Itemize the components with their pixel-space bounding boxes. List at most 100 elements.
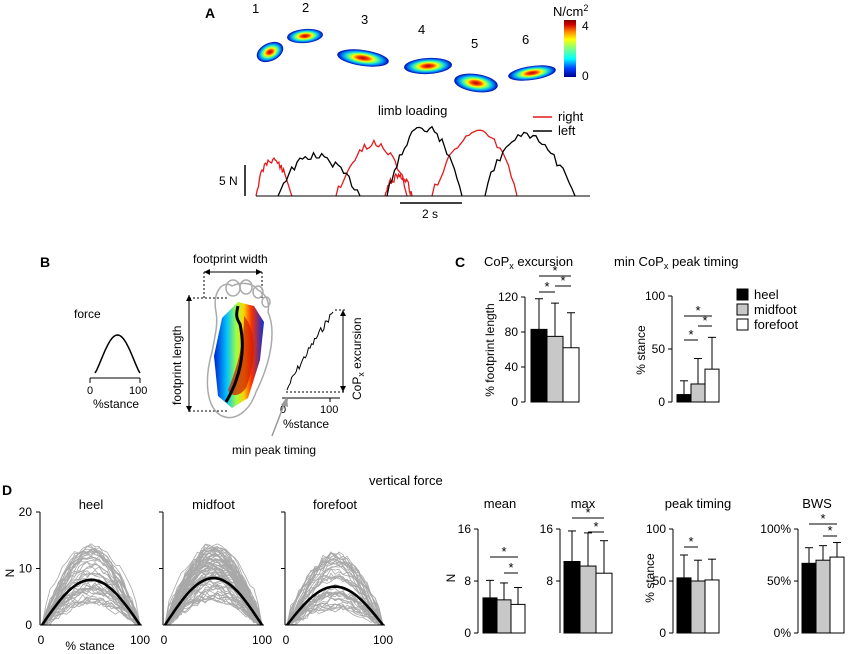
- y-tick-label: 50: [652, 342, 666, 356]
- force-scale-label: 5 N: [219, 174, 238, 188]
- step-number-3: 3: [361, 12, 368, 27]
- legend-midfoot-label: midfoot: [754, 302, 797, 317]
- limb-loading-title: limb loading: [378, 103, 447, 118]
- left-limb-trace-2: [386, 125, 463, 197]
- y-tick-label: 50%: [767, 574, 791, 588]
- bar-midfoot: [546, 335, 564, 403]
- footprint-heatmaps: [256, 28, 556, 93]
- cop-trajectory: [224, 305, 244, 403]
- toe-outline-4: [261, 296, 271, 308]
- single-trace: [286, 551, 384, 626]
- legend-right-label: right: [558, 109, 584, 124]
- single-trace: [164, 597, 263, 626]
- bar-heel: [563, 561, 581, 634]
- bar-legend: heel midfoot forefoot: [736, 287, 798, 332]
- legend-forefoot-swatch: [736, 318, 749, 331]
- bar-midfoot: [690, 580, 706, 634]
- single-trace: [286, 552, 384, 626]
- footprint-1: [256, 41, 284, 63]
- single-trace: [41, 546, 141, 626]
- copx-curve: [286, 311, 334, 391]
- panel-d-label: D: [2, 482, 12, 498]
- bar-forefoot: [595, 572, 613, 634]
- toe-outline-2: [239, 279, 253, 295]
- trace-panel-title-midfoot: midfoot: [192, 497, 235, 512]
- limb-loading-traces: [255, 125, 576, 197]
- single-trace: [41, 550, 141, 626]
- copx-axis-max: 100: [320, 404, 338, 416]
- chart-title: mean: [484, 496, 517, 511]
- left-limb-trace-1: [277, 151, 361, 197]
- excursion-label: CoPx excursion: [350, 317, 366, 400]
- bar-forefoot: [562, 347, 580, 403]
- legend-left-label: left: [558, 123, 576, 138]
- trace-panel-title-heel: heel: [79, 497, 104, 512]
- bar-heel: [676, 577, 692, 634]
- bar-midfoot: [579, 565, 597, 634]
- colorbar-min: 0: [582, 69, 589, 83]
- colorbar-unit: N/cm2: [553, 3, 588, 19]
- single-trace: [286, 603, 384, 626]
- y-tick-label: 16: [458, 522, 472, 536]
- footprint-pressure-map: [214, 302, 264, 408]
- single-trace: [41, 557, 141, 626]
- single-trace: [41, 550, 141, 626]
- significance-star: *: [544, 279, 549, 294]
- vertical-force-title: vertical force: [369, 473, 443, 488]
- y-tick-label: 120: [498, 290, 518, 304]
- colorbar-max: 4: [582, 19, 589, 33]
- chart-min-peak-timing-title: min CoPx peak timing: [614, 254, 738, 271]
- step-number-5: 5: [471, 36, 478, 51]
- chart-vf-bws: 0%50%100%BWS**: [760, 496, 845, 640]
- mean-trace-forefoot: [285, 585, 385, 626]
- legend-heel-label: heel: [754, 287, 779, 302]
- single-trace: [164, 556, 263, 626]
- right-limb-trace-3: [384, 172, 413, 197]
- chart-vf-mean: 0 8 16 mean N **: [444, 496, 526, 640]
- bar-heel: [801, 562, 817, 634]
- min-peak-timing-label: min peak timing: [232, 443, 316, 457]
- single-trace: [286, 560, 384, 626]
- legend-forefoot-label: forefoot: [754, 317, 798, 332]
- force-axis-max: 100: [129, 385, 147, 397]
- mean-trace-midfoot: [163, 576, 264, 626]
- y-tick-label: 8: [546, 574, 553, 588]
- bar-forefoot: [704, 579, 720, 634]
- foot-outline: [206, 282, 273, 419]
- step-number-6: 6: [522, 32, 529, 47]
- x-tick-label: 100: [373, 633, 393, 647]
- significance-star: *: [702, 313, 707, 328]
- chart-cop-excursion-title: CoPx excursion: [484, 254, 573, 271]
- significance-star: *: [695, 303, 700, 318]
- time-scale-label: 2 s: [422, 207, 438, 221]
- y-tick-label: 0: [511, 395, 518, 409]
- right-limb-trace-1: [255, 157, 293, 197]
- single-trace: [286, 605, 384, 626]
- legend-heel-swatch: [736, 288, 749, 301]
- y-tick-label: 40: [505, 360, 519, 374]
- force-label: force: [74, 307, 101, 321]
- footprint-width-arrowheads: [204, 269, 262, 275]
- bar-heel: [482, 597, 498, 634]
- y-tick-label: 0: [464, 626, 471, 640]
- single-trace: [41, 565, 141, 626]
- footprint-4: [404, 57, 452, 75]
- single-trace: [41, 585, 141, 626]
- significance-star: *: [688, 327, 693, 342]
- single-trace: [164, 548, 263, 626]
- vertical-force-traces: heel 0 100 midfoot 0 100 forefoot 0 100 0 10 20 N % s…: [3, 497, 393, 653]
- single-trace: [286, 595, 384, 626]
- single-trace: [41, 558, 141, 626]
- mean-trace-heel: [40, 578, 142, 626]
- force-axis-min: 0: [87, 385, 93, 397]
- bar-midfoot: [690, 383, 706, 403]
- chart-vf-peak-timing: 0 50 100 peak timing % stance *: [643, 496, 731, 640]
- min-peak-pointer-head: [281, 397, 288, 407]
- footprint-2: [287, 28, 323, 44]
- chart-title: peak timing: [665, 496, 731, 511]
- bar-heel: [530, 328, 548, 403]
- y-tick-label: 8: [464, 574, 471, 588]
